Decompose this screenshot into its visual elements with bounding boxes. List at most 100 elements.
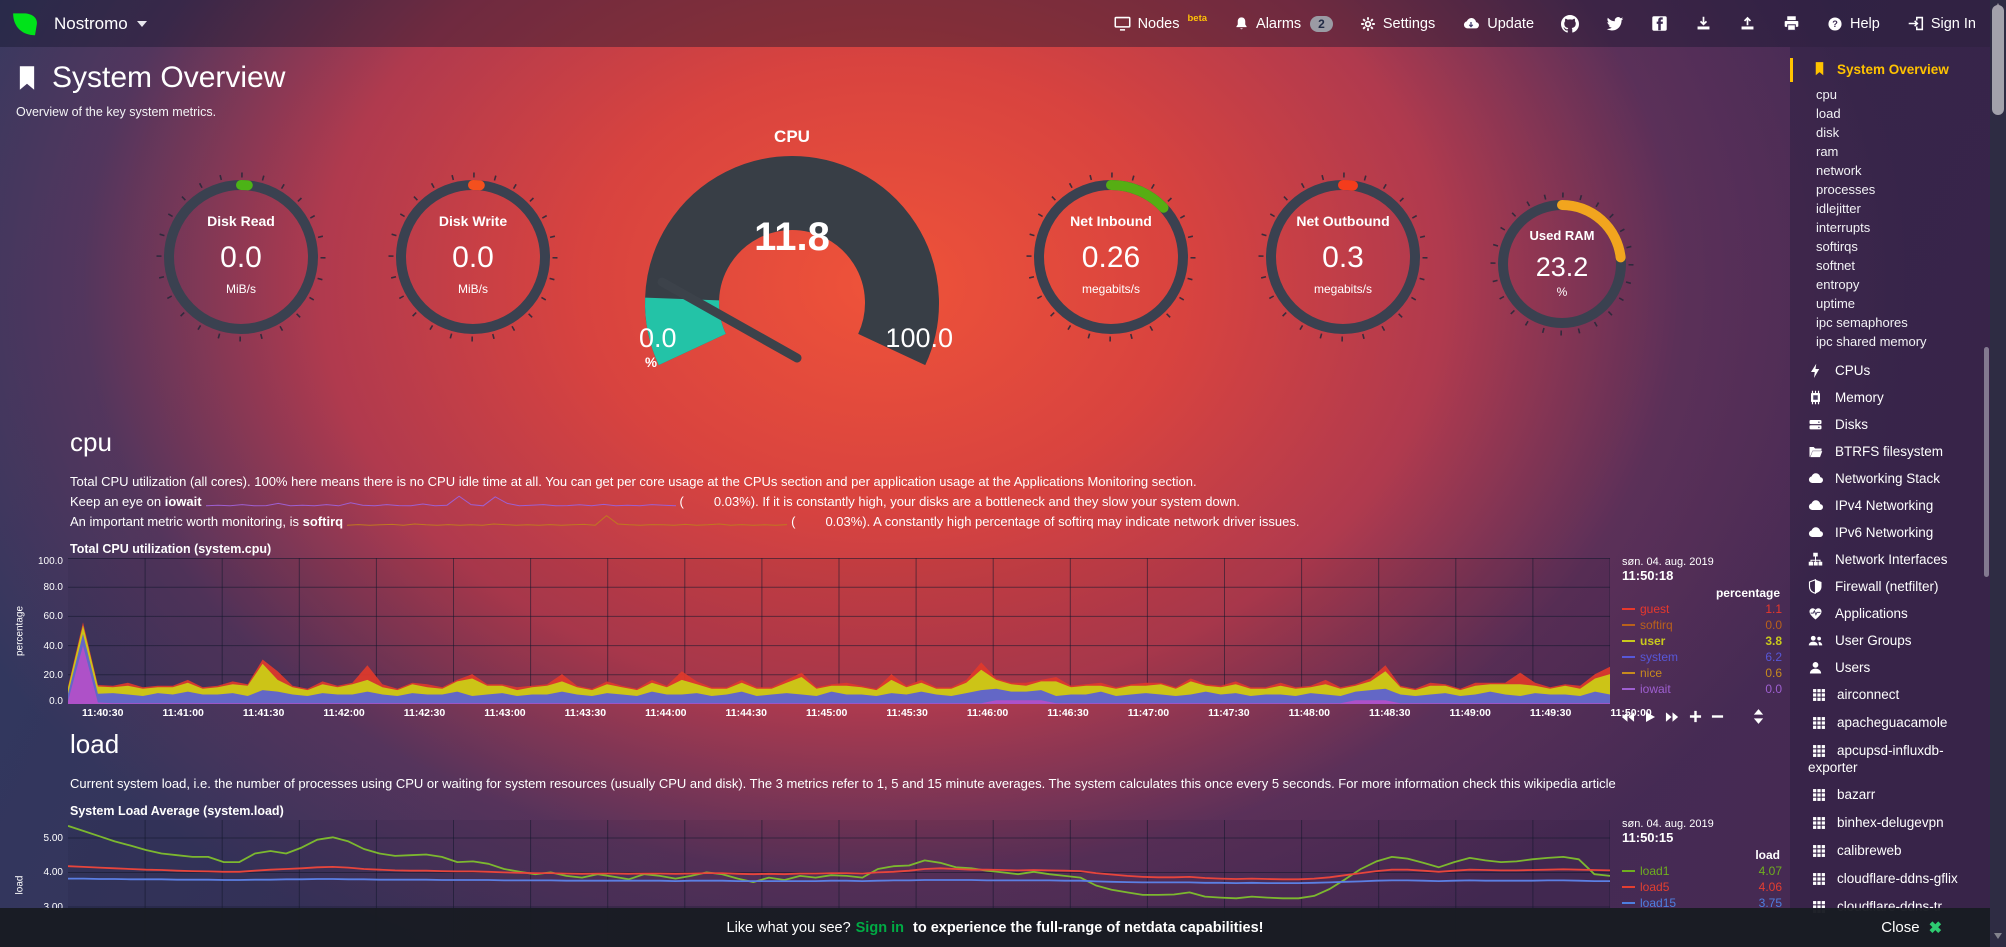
hostname-dropdown[interactable]: Nostromo: [54, 14, 147, 34]
sidebar-item-btrfs-filesystem[interactable]: BTRFS filesystem: [1798, 438, 1986, 465]
sidebar-item-system-overview[interactable]: System Overview: [1790, 58, 1986, 82]
sidebar-item-user-groups[interactable]: User Groups: [1798, 627, 1986, 654]
netdata-logo[interactable]: [10, 9, 40, 39]
grid-icon: [1812, 716, 1828, 732]
bell-icon: [1234, 15, 1249, 32]
upload-icon[interactable]: [1739, 15, 1756, 32]
sidebar-item-entropy[interactable]: entropy: [1816, 276, 1860, 292]
gauge-cpu[interactable]: CPU 11.8 0.0 100.0 %: [617, 127, 967, 389]
banner-signin-link[interactable]: Sign in: [855, 919, 904, 936]
scrollbar-thumb[interactable]: [1992, 5, 2004, 115]
cpu-desc-line3: An important metric worth monitoring, is…: [70, 512, 1790, 532]
gauge-used-ram[interactable]: Used RAM 23.2%: [1487, 189, 1637, 339]
legend-entry-guest[interactable]: guest 1.1: [1622, 601, 1782, 617]
gauge-name: Disk Read: [207, 213, 275, 229]
zoom-in-button[interactable]: [1689, 710, 1702, 723]
legend-entry-softirq[interactable]: softirq 0.0: [1622, 617, 1782, 633]
legend-entry-load5[interactable]: load5 4.06: [1622, 879, 1782, 895]
signin-button[interactable]: Sign In: [1907, 15, 1976, 32]
sidebar-item-cloudflare-ddns-gflix[interactable]: cloudflare-ddns-gflix: [1808, 865, 1986, 893]
gauge-value: 0.26: [1081, 241, 1141, 275]
facebook-icon[interactable]: [1651, 15, 1668, 32]
download-icon[interactable]: [1695, 15, 1712, 32]
sidebar-scrollbar-thumb[interactable]: [1984, 347, 1989, 577]
x-tick: 11:41:30: [242, 707, 285, 719]
print-icon[interactable]: [1783, 15, 1800, 32]
resize-handle[interactable]: [1752, 709, 1765, 724]
sidebar-item-memory[interactable]: Memory: [1798, 384, 1986, 411]
sidebar-item-networking-stack[interactable]: Networking Stack: [1798, 465, 1986, 492]
pan-backward-button[interactable]: [1620, 711, 1635, 723]
gauge-net-outbound[interactable]: Net Outbound 0.3 megabits/s: [1255, 169, 1431, 345]
twitter-icon[interactable]: [1606, 15, 1624, 33]
sidebar-item-ipv4-networking[interactable]: IPv4 Networking: [1798, 492, 1986, 519]
question-circle-icon: ?: [1827, 16, 1843, 32]
sidebar-item-disk[interactable]: disk: [1816, 124, 1840, 140]
gauge-disk-write[interactable]: Disk Write 0.0 MiB/s: [385, 169, 561, 345]
sidebar-item-binhex-delugevpn[interactable]: binhex-delugevpn: [1808, 809, 1986, 837]
settings-button[interactable]: Settings: [1360, 16, 1435, 32]
legend-units: load: [1755, 848, 1780, 862]
x-tick: 11:44:00: [645, 707, 687, 719]
sidebar-item-interrupts[interactable]: interrupts: [1816, 219, 1871, 235]
play-button[interactable]: [1644, 711, 1656, 723]
metric-value: 0.03: [825, 514, 851, 529]
legend-entry-system[interactable]: system 6.2: [1622, 649, 1782, 665]
sidebar-item-bazarr[interactable]: bazarr: [1808, 781, 1986, 809]
sidebar-item-uptime[interactable]: uptime: [1816, 295, 1856, 311]
sidebar-item-apcupsd-influxdb-exporter[interactable]: apcupsd-influxdb-exporter: [1808, 742, 1944, 775]
help-button[interactable]: ? Help: [1827, 16, 1880, 32]
label: User Groups: [1835, 633, 1912, 648]
banner-close-button[interactable]: Close ✖: [1881, 918, 1942, 938]
sidebar-item-softirqs[interactable]: softirqs: [1816, 238, 1858, 254]
sidebar-item-airconnect[interactable]: airconnect: [1808, 681, 1986, 709]
sidebar-item-disks[interactable]: Disks: [1798, 411, 1986, 438]
label: Firewall (netfilter): [1835, 579, 1939, 594]
legend-entry-nice[interactable]: nice 0.6: [1622, 665, 1782, 681]
sidebar-item-ipv6-networking[interactable]: IPv6 Networking: [1798, 519, 1986, 546]
legend-value: 1.1: [1765, 602, 1782, 616]
legend-name: nice: [1640, 666, 1663, 680]
load-section-description: Current system load, i.e. the number of …: [70, 776, 1616, 791]
sidebar-item-cpu[interactable]: cpu: [1816, 86, 1837, 102]
sidebar-item-cpus[interactable]: CPUs: [1798, 357, 1986, 384]
sidebar-item-firewall-netfilter-[interactable]: Firewall (netfilter): [1798, 573, 1986, 600]
sidebar-item-processes[interactable]: processes: [1816, 181, 1876, 197]
scroll-down-arrow[interactable]: [1994, 933, 2002, 939]
page-scrollbar[interactable]: [1990, 0, 2006, 947]
pan-forward-button[interactable]: [1665, 711, 1680, 723]
sidebar-item-network[interactable]: network: [1816, 162, 1862, 178]
zoom-out-button[interactable]: [1711, 710, 1724, 723]
legend-entry-user[interactable]: user 3.8: [1622, 633, 1782, 649]
sidebar-item-calibreweb[interactable]: calibreweb: [1808, 837, 1986, 865]
legend-entry-load1[interactable]: load1 4.07: [1622, 863, 1782, 879]
sidebar-item-ipc-shared-memory[interactable]: ipc shared memory: [1816, 333, 1927, 349]
sidebar-item-softnet[interactable]: softnet: [1816, 257, 1856, 273]
gauge-net-inbound[interactable]: Net Inbound 0.26 megabits/s: [1023, 169, 1199, 345]
label: Disks: [1835, 417, 1868, 432]
sidebar-item-applications[interactable]: Applications: [1798, 600, 1986, 627]
cloud-icon: [1808, 525, 1824, 541]
gauge-disk-read[interactable]: Disk Read 0.0 MiB/s: [153, 169, 329, 345]
cpu-section-heading: cpu: [70, 427, 112, 457]
nodes-button[interactable]: Nodes beta: [1114, 13, 1207, 32]
right-sidebar: System Overview cpu load disk ram network pro…: [1790, 47, 1990, 947]
sidebar-item-users[interactable]: Users: [1798, 654, 1986, 681]
github-icon[interactable]: [1561, 14, 1580, 33]
gauge-unit: MiB/s: [458, 281, 488, 296]
alarms-button[interactable]: Alarms 2: [1234, 15, 1333, 32]
sidebar-item-load[interactable]: load: [1816, 105, 1841, 121]
cpu-chart-plot[interactable]: [68, 558, 1610, 704]
legend-swatch: [1622, 672, 1635, 674]
sidebar-item-network-interfaces[interactable]: Network Interfaces: [1798, 546, 1986, 573]
legend-entry-iowait[interactable]: iowait 0.0: [1622, 681, 1782, 697]
banner-text-prefix: Like what you see?: [726, 919, 851, 936]
update-button[interactable]: Update: [1462, 16, 1534, 32]
sidebar-item-ipc-semaphores[interactable]: ipc semaphores: [1816, 314, 1908, 330]
legend-entry-load15[interactable]: load15 3.75: [1622, 895, 1782, 911]
x-tick: 11:46:30: [1047, 707, 1089, 719]
sidebar-item-ram[interactable]: ram: [1816, 143, 1839, 159]
sidebar-item-idlejitter[interactable]: idlejitter: [1816, 200, 1861, 216]
text: (: [679, 494, 684, 509]
sidebar-item-apacheguacamole[interactable]: apacheguacamole: [1808, 709, 1986, 737]
